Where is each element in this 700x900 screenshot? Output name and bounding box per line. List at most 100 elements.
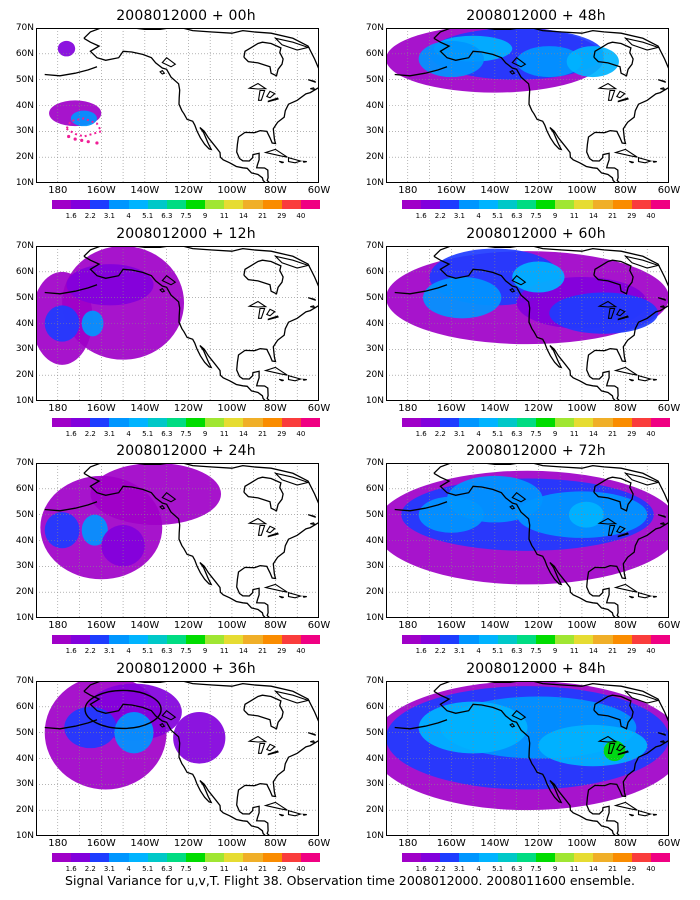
longitude-label: 100W	[567, 403, 597, 414]
colorbar-segment	[224, 853, 244, 862]
coastline	[617, 750, 629, 756]
colorbar-label: 14	[588, 647, 598, 655]
colorbar-label: 21	[608, 212, 618, 220]
coastline	[652, 813, 657, 816]
coastline	[623, 690, 661, 704]
coastline	[243, 694, 284, 730]
colorbar-segment	[185, 635, 206, 644]
colorbar-segment	[516, 200, 536, 209]
colorbar-segment	[459, 418, 479, 427]
latitude-label: 10N	[15, 613, 34, 623]
latitude-label: 10N	[365, 396, 384, 406]
colorbar-label: 6.3	[511, 430, 523, 438]
coastline	[243, 41, 284, 77]
colorbar-label: 40	[646, 430, 656, 438]
coastline	[263, 583, 288, 593]
coastline	[257, 742, 266, 754]
colorbar-label: 9	[552, 430, 558, 438]
coastline	[623, 472, 661, 486]
colorbar-label: 2.2	[84, 865, 96, 873]
coastline	[161, 491, 177, 503]
coastline	[509, 287, 516, 293]
colorbar-segment	[421, 635, 441, 644]
latitude-label: 20N	[365, 152, 384, 163]
variance-region	[566, 46, 619, 78]
coastline	[623, 255, 661, 269]
longitude-label: 140W	[480, 403, 510, 414]
coastline	[660, 740, 666, 744]
colorbar-segment	[459, 200, 479, 209]
coastline	[273, 37, 311, 51]
coastline	[44, 501, 98, 512]
colorbar-segment	[262, 418, 282, 427]
coastline	[287, 809, 303, 817]
colorbar-segment	[205, 853, 225, 862]
colorbar-labels: 1.6 2.2 3.1 4 5.1 6.3 7.5 9 11 14 21 29 40	[52, 865, 320, 875]
colorbar	[402, 635, 670, 644]
colorbar-label: 40	[646, 647, 656, 655]
colorbar-label: 11	[569, 865, 579, 873]
colorbar-label: 5.1	[142, 430, 154, 438]
colorbar-segment	[147, 853, 167, 862]
coastline	[615, 525, 626, 534]
variance-region	[66, 264, 154, 306]
longitude-label: 60W	[657, 838, 681, 849]
coastline	[509, 504, 516, 510]
latitude-label: 30N	[15, 344, 34, 355]
longitude-label: 80W	[264, 403, 287, 414]
map-panel: 2008012000 + 12h 70N 60N 50N 40N 30N 20N 10N 180…	[16, 226, 336, 441]
colorbar-segment	[421, 200, 441, 209]
coastline	[247, 300, 268, 308]
coastline	[236, 86, 319, 183]
colorbar-label: 9	[552, 212, 558, 220]
colorbar-label: 40	[646, 212, 656, 220]
longitude-label: 60W	[307, 185, 331, 196]
colorbar-label: 6.3	[511, 647, 523, 655]
map-panel: 2008012000 + 84h 70N 60N 50N 40N 30N 20N 10N 180…	[366, 661, 686, 876]
colorbar-label: 1.6	[65, 647, 77, 655]
longitude-label: 60W	[657, 620, 681, 631]
coastline	[607, 742, 616, 754]
coastline	[607, 524, 616, 536]
colorbar-segment	[516, 853, 536, 862]
longitude-label: 160W	[436, 838, 466, 849]
variance-region	[114, 712, 154, 754]
longitude-label: 120W	[523, 620, 553, 631]
map-plot	[386, 463, 669, 618]
coastline	[617, 97, 629, 103]
coastline	[302, 160, 307, 163]
map-frame	[36, 28, 319, 183]
longitude-label: 100W	[217, 838, 247, 849]
colorbar-segment	[459, 853, 479, 862]
coastline	[257, 307, 266, 319]
longitude-label: 180	[48, 620, 68, 631]
colorbar-label: 9	[552, 647, 558, 655]
colorbar-label: 3.1	[103, 212, 115, 220]
colorbar-label: 9	[552, 865, 558, 873]
latitude-label: 60N	[365, 701, 384, 712]
coastline	[287, 591, 303, 599]
colorbar-label: 21	[258, 865, 268, 873]
latitude-label: 50N	[365, 509, 384, 520]
longitude-label: 180	[398, 403, 418, 414]
latitude-label: 40N	[15, 318, 34, 329]
colorbar-segment	[185, 418, 206, 427]
dropsonde-point	[86, 140, 90, 144]
map-frame	[386, 463, 669, 618]
longitude-label: 140W	[130, 620, 160, 631]
panel-title: 2008012000 + 48h	[466, 8, 606, 24]
coastline	[597, 300, 618, 308]
colorbar-label: 4	[476, 865, 481, 873]
coastline	[267, 532, 279, 538]
longitude-label: 80W	[264, 185, 287, 196]
colorbar-label: 4	[476, 430, 481, 438]
colorbar-segment	[440, 418, 460, 427]
latitude-label: 70N	[15, 241, 34, 251]
longitude-label: 140W	[130, 185, 160, 196]
coastline	[287, 156, 303, 164]
colorbar-segment	[555, 635, 575, 644]
colorbar-label: 6.3	[161, 430, 173, 438]
colorbar-segment	[109, 853, 129, 862]
colorbar-segment	[52, 853, 72, 862]
colorbar-label: 21	[258, 212, 268, 220]
